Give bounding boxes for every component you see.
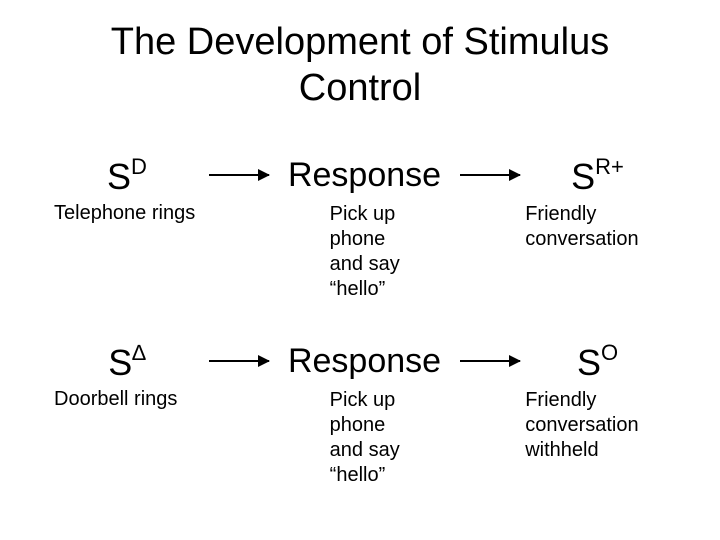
result-sub-2: Friendlyconversationwithheld — [525, 388, 670, 463]
arrow-icon — [460, 174, 520, 176]
sdelta-sup: ∆ — [132, 340, 145, 365]
sr-base: S — [571, 156, 595, 197]
stim-sub-1: Telephone rings — [50, 202, 204, 225]
title-line-1: The Development of Stimulus — [111, 21, 609, 63]
response-2: Response — [274, 342, 455, 381]
response-sub-2: Pick upphoneand say“hello” — [330, 388, 400, 488]
stimulus-sd: SD — [50, 156, 204, 198]
so-sup: O — [601, 340, 618, 365]
arrow-1b — [455, 156, 525, 176]
sr-sup: R+ — [595, 154, 624, 179]
so-base: S — [577, 342, 601, 383]
stimulus-sdelta: S∆ — [50, 342, 204, 384]
arrow-2a — [204, 342, 274, 362]
row-2-sub: Doorbell rings Pick upphoneand say“hello… — [0, 388, 720, 488]
response-sub-1: Pick upphoneand say“hello” — [330, 202, 400, 302]
row-2-header: S∆ Response SO — [0, 342, 720, 384]
sd-base: S — [107, 156, 131, 197]
result-so: SO — [525, 342, 670, 384]
response-1: Response — [274, 156, 455, 195]
arrow-icon — [209, 360, 269, 362]
stim-sub-2: Doorbell rings — [50, 388, 204, 411]
arrow-icon — [460, 360, 520, 362]
arrow-2b — [455, 342, 525, 362]
row-1-header: SD Response SR+ — [0, 156, 720, 198]
title-line-2: Control — [299, 67, 422, 109]
arrow-1a — [204, 156, 274, 176]
sd-sup: D — [131, 154, 147, 179]
slide-title: The Development of Stimulus Control — [0, 0, 720, 111]
result-sub-1: Friendlyconversation — [525, 202, 670, 252]
result-sr-plus: SR+ — [525, 156, 670, 198]
sdelta-base: S — [108, 342, 132, 383]
arrow-icon — [209, 174, 269, 176]
row-1-sub: Telephone rings Pick upphoneand say“hell… — [0, 202, 720, 302]
